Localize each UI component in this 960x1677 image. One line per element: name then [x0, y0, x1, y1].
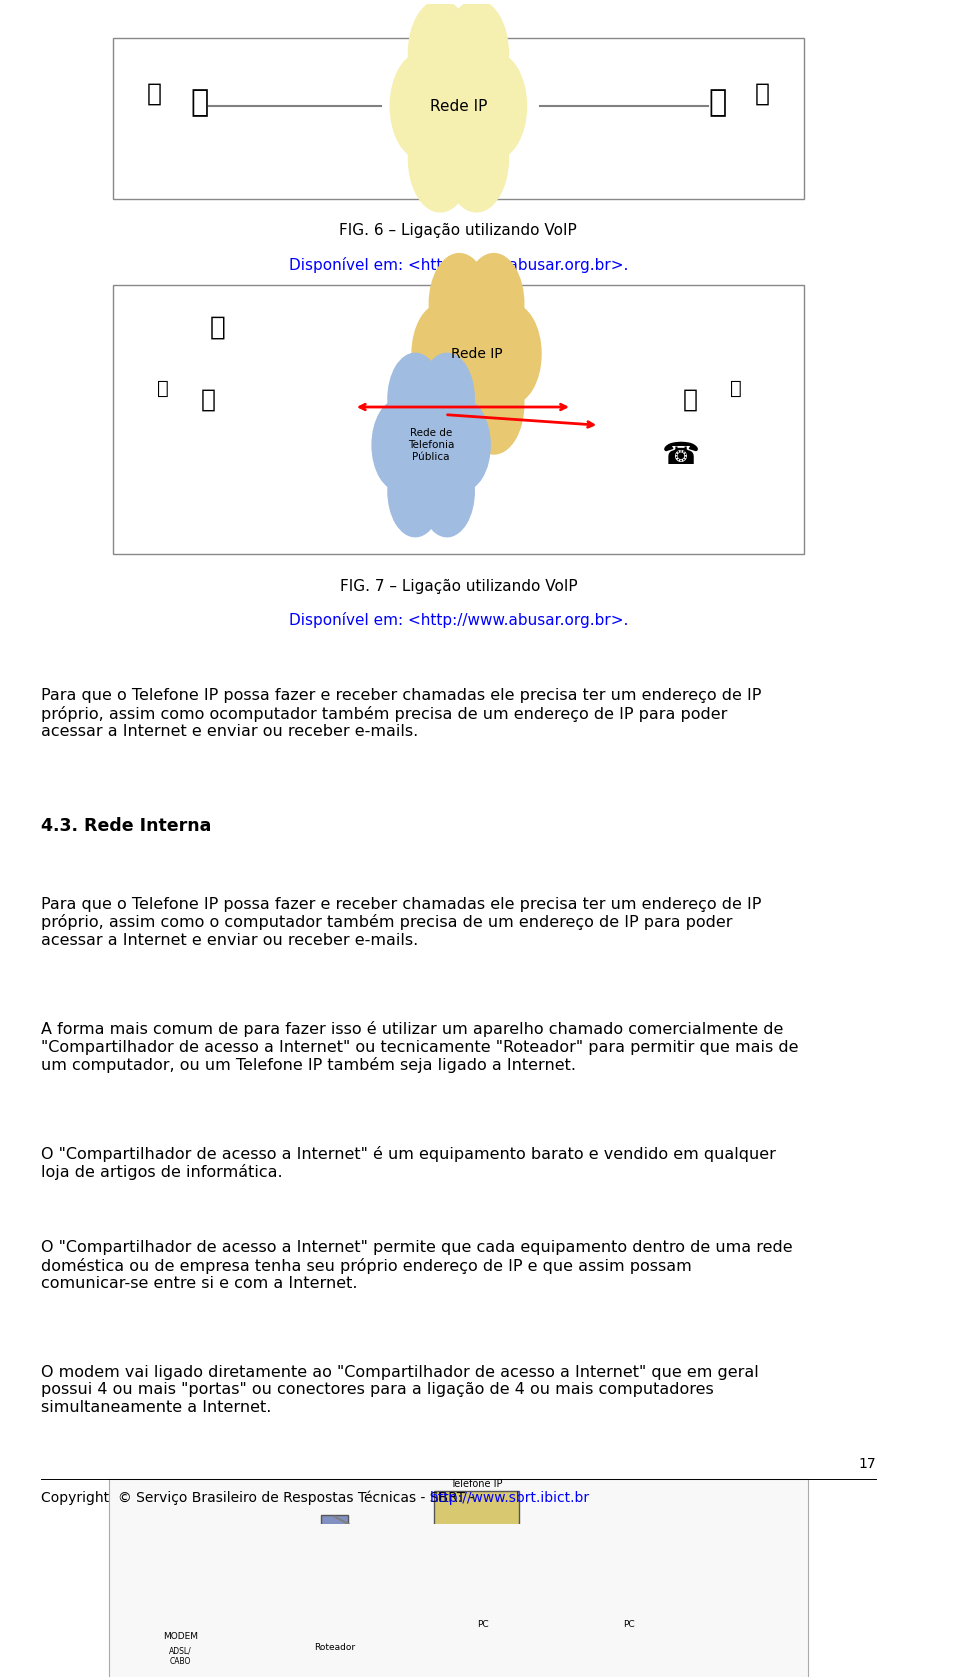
Text: Telefone IP: Telefone IP: [450, 1479, 503, 1489]
Circle shape: [436, 399, 491, 491]
Circle shape: [463, 52, 526, 159]
Circle shape: [388, 354, 443, 444]
Text: 🖥: 🖥: [708, 89, 727, 117]
Text: MODEM: MODEM: [163, 1632, 198, 1640]
Circle shape: [420, 446, 474, 537]
Text: Disponível em: <http://www.abusar.org.br>.: Disponível em: <http://www.abusar.org.br…: [289, 612, 628, 629]
Text: 🎧: 🎧: [147, 82, 161, 106]
Text: 🖥: 🖥: [190, 89, 208, 117]
Circle shape: [372, 399, 426, 491]
Text: O modem vai ligado diretamente ao "Compartilhador de acesso a Internet" que em g: O modem vai ligado diretamente ao "Compa…: [40, 1365, 758, 1414]
Text: Para que o Telefone IP possa fazer e receber chamadas ele precisa ter um endereç: Para que o Telefone IP possa fazer e rec…: [40, 688, 761, 740]
Text: Roteador: Roteador: [314, 1643, 355, 1652]
Circle shape: [481, 304, 541, 404]
Circle shape: [464, 354, 524, 454]
Text: Copyright  © Serviço Brasileiro de Respostas Técnicas - SBRT -: Copyright © Serviço Brasileiro de Respos…: [40, 1491, 478, 1504]
Circle shape: [408, 0, 472, 107]
FancyBboxPatch shape: [434, 1491, 519, 1597]
Text: PC: PC: [623, 1620, 635, 1628]
FancyBboxPatch shape: [162, 1543, 199, 1605]
FancyBboxPatch shape: [322, 1516, 348, 1632]
Text: O "Compartilhador de acesso a Internet" permite que cada equipamento dentro de u: O "Compartilhador de acesso a Internet" …: [40, 1239, 792, 1291]
Text: PC: PC: [477, 1620, 490, 1628]
Circle shape: [408, 106, 472, 211]
Circle shape: [388, 446, 443, 537]
Circle shape: [420, 354, 474, 444]
Text: ADSL/
CABO: ADSL/ CABO: [169, 1647, 192, 1667]
Text: Rede de
Telefonia
Pública: Rede de Telefonia Pública: [408, 428, 454, 461]
Circle shape: [429, 275, 524, 433]
FancyBboxPatch shape: [207, 1526, 232, 1622]
Text: 🖥: 🖥: [201, 387, 216, 411]
Circle shape: [444, 0, 509, 107]
Circle shape: [429, 253, 490, 354]
Text: ☎: ☎: [662, 441, 700, 470]
Text: 4.3. Rede Interna: 4.3. Rede Interna: [40, 817, 211, 835]
Text: 🎧: 🎧: [730, 379, 741, 397]
Text: Rede IP: Rede IP: [451, 347, 502, 361]
Text: 🖥: 🖥: [683, 387, 698, 411]
Circle shape: [429, 354, 490, 454]
Text: FIG. 7 – Ligação utilizando VoIP: FIG. 7 – Ligação utilizando VoIP: [340, 579, 577, 594]
Circle shape: [408, 22, 509, 190]
Text: A forma mais comum de para fazer isso é utilizar um aparelho chamado comercialme: A forma mais comum de para fazer isso é …: [40, 1021, 798, 1073]
FancyBboxPatch shape: [458, 1538, 509, 1610]
Circle shape: [464, 253, 524, 354]
Text: http://www.sbrt.ibict.br: http://www.sbrt.ibict.br: [429, 1491, 589, 1504]
Text: Disponível em: <http://www.abusar.org.br>.: Disponível em: <http://www.abusar.org.br…: [289, 257, 628, 273]
FancyBboxPatch shape: [108, 1479, 808, 1677]
Circle shape: [412, 304, 472, 404]
Circle shape: [388, 372, 475, 518]
Text: 📞: 📞: [209, 315, 226, 340]
Text: O "Compartilhador de acesso a Internet" é um equipamento barato e vendido em qua: O "Compartilhador de acesso a Internet" …: [40, 1145, 776, 1181]
Text: 🎧: 🎧: [157, 379, 169, 397]
Text: 🎧: 🎧: [756, 82, 770, 106]
Text: Para que o Telefone IP possa fazer e receber chamadas ele precisa ter um endereç: Para que o Telefone IP possa fazer e rec…: [40, 897, 761, 948]
FancyBboxPatch shape: [603, 1538, 655, 1610]
Circle shape: [444, 106, 509, 211]
Text: Rede IP: Rede IP: [430, 99, 487, 114]
Text: FIG. 6 – Ligação utilizando VoIP: FIG. 6 – Ligação utilizando VoIP: [340, 223, 577, 238]
FancyBboxPatch shape: [113, 285, 804, 555]
Text: 17: 17: [858, 1457, 876, 1471]
FancyBboxPatch shape: [113, 37, 804, 200]
Circle shape: [390, 52, 454, 159]
